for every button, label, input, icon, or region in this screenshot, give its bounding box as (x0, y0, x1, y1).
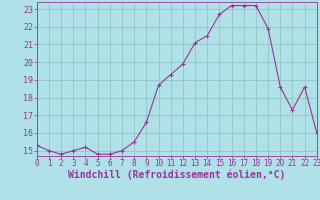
X-axis label: Windchill (Refroidissement éolien,°C): Windchill (Refroidissement éolien,°C) (68, 170, 285, 180)
